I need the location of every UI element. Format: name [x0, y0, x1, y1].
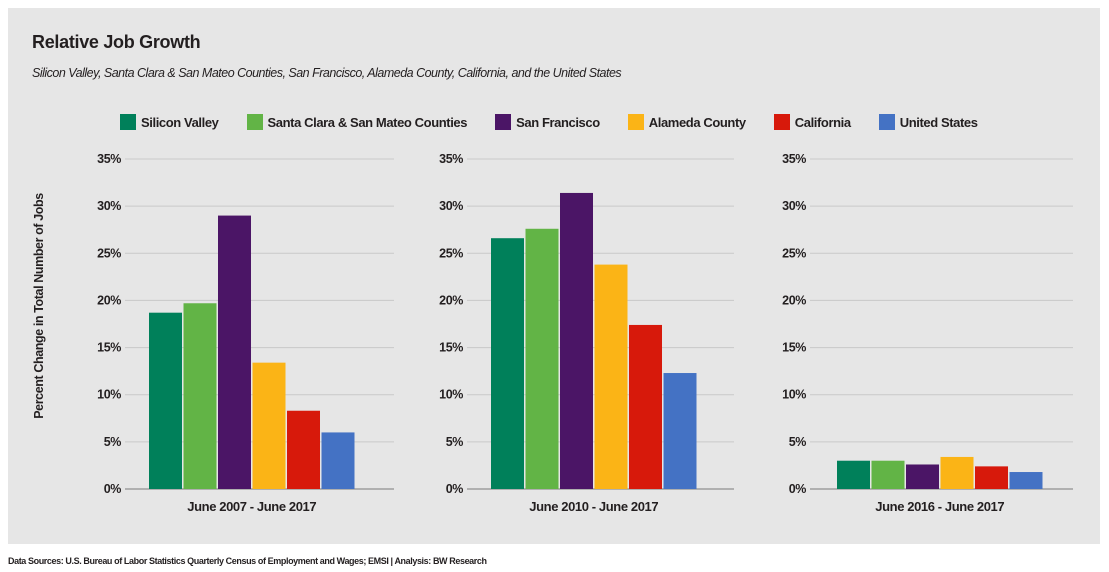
- y-tick-label: 35%: [439, 152, 463, 166]
- bar: [906, 464, 939, 489]
- bar: [491, 238, 524, 489]
- y-tick-label: 10%: [97, 388, 121, 402]
- bar: [560, 192, 593, 489]
- y-tick-label: 15%: [97, 341, 121, 355]
- y-tick-label: 15%: [782, 341, 806, 355]
- legend-item: Silicon Valley: [120, 114, 219, 130]
- legend-swatch: [120, 114, 136, 130]
- y-tick-label: 35%: [97, 152, 121, 166]
- y-tick-label: 0%: [789, 482, 807, 496]
- legend-item: United States: [878, 114, 978, 130]
- y-tick-label: 5%: [446, 435, 464, 449]
- bar: [525, 228, 559, 489]
- y-tick-label: 20%: [439, 293, 463, 307]
- bar: [252, 362, 286, 489]
- y-tick-label: 25%: [782, 246, 806, 260]
- bar: [940, 456, 974, 489]
- y-tick-label: 25%: [439, 246, 463, 260]
- legend-swatch: [495, 114, 512, 130]
- legend-label: San Francisco: [516, 114, 600, 130]
- bar: [183, 303, 217, 489]
- y-tick-label: 15%: [439, 341, 463, 355]
- legend-swatch: [627, 114, 644, 130]
- bar: [871, 460, 905, 489]
- data-sources-footnote: Data Sources: U.S. Bureau of Labor Stati…: [8, 556, 487, 566]
- bar: [321, 432, 355, 489]
- legend-swatch: [878, 114, 895, 130]
- y-tick-label: 35%: [782, 152, 806, 166]
- y-tick-label: 5%: [789, 435, 807, 449]
- bar: [837, 460, 870, 489]
- legend-item: Santa Clara & San Mateo Counties: [246, 114, 468, 130]
- y-tick-label: 30%: [97, 199, 121, 213]
- legend-item: California: [773, 114, 851, 130]
- legend-swatch: [773, 114, 790, 130]
- legend-label: California: [794, 114, 851, 130]
- y-tick-label: 30%: [782, 199, 806, 213]
- y-tick-label: 20%: [782, 293, 806, 307]
- bar: [594, 264, 628, 489]
- bar: [287, 410, 320, 489]
- legend-swatch: [246, 114, 263, 130]
- y-tick-label: 5%: [104, 435, 122, 449]
- legend-label: Silicon Valley: [141, 114, 219, 130]
- bar: [1009, 472, 1043, 489]
- x-category-label: June 2016 - June 2017: [875, 499, 1004, 514]
- chart-subtitle: Silicon Valley, Santa Clara & San Mateo …: [32, 66, 622, 80]
- x-category-label: June 2010 - June 2017: [529, 499, 658, 514]
- x-category-label: June 2007 - June 2017: [187, 499, 316, 514]
- bar: [975, 466, 1008, 489]
- legend-item: Alameda County: [627, 114, 746, 130]
- y-tick-label: 10%: [439, 388, 463, 402]
- legend-label: United States: [899, 114, 978, 130]
- legend-label: Alameda County: [648, 114, 746, 130]
- legend-item: San Francisco: [495, 114, 600, 130]
- chart-legend: Silicon Valley Santa Clara & San Mateo Co…: [120, 114, 1006, 130]
- legend-label: Santa Clara & San Mateo Counties: [267, 114, 468, 130]
- chart-title: Relative Job Growth: [32, 32, 201, 52]
- bar: [629, 324, 662, 489]
- bar: [149, 312, 182, 489]
- bar: [663, 373, 697, 489]
- bar: [218, 215, 251, 490]
- y-tick-label: 20%: [97, 293, 121, 307]
- y-axis-label: Percent Change in Total Number of Jobs: [32, 193, 46, 419]
- y-tick-label: 0%: [104, 482, 122, 496]
- y-tick-label: 10%: [782, 388, 806, 402]
- y-tick-label: 0%: [446, 482, 464, 496]
- y-tick-label: 25%: [97, 246, 121, 260]
- y-tick-label: 30%: [439, 199, 463, 213]
